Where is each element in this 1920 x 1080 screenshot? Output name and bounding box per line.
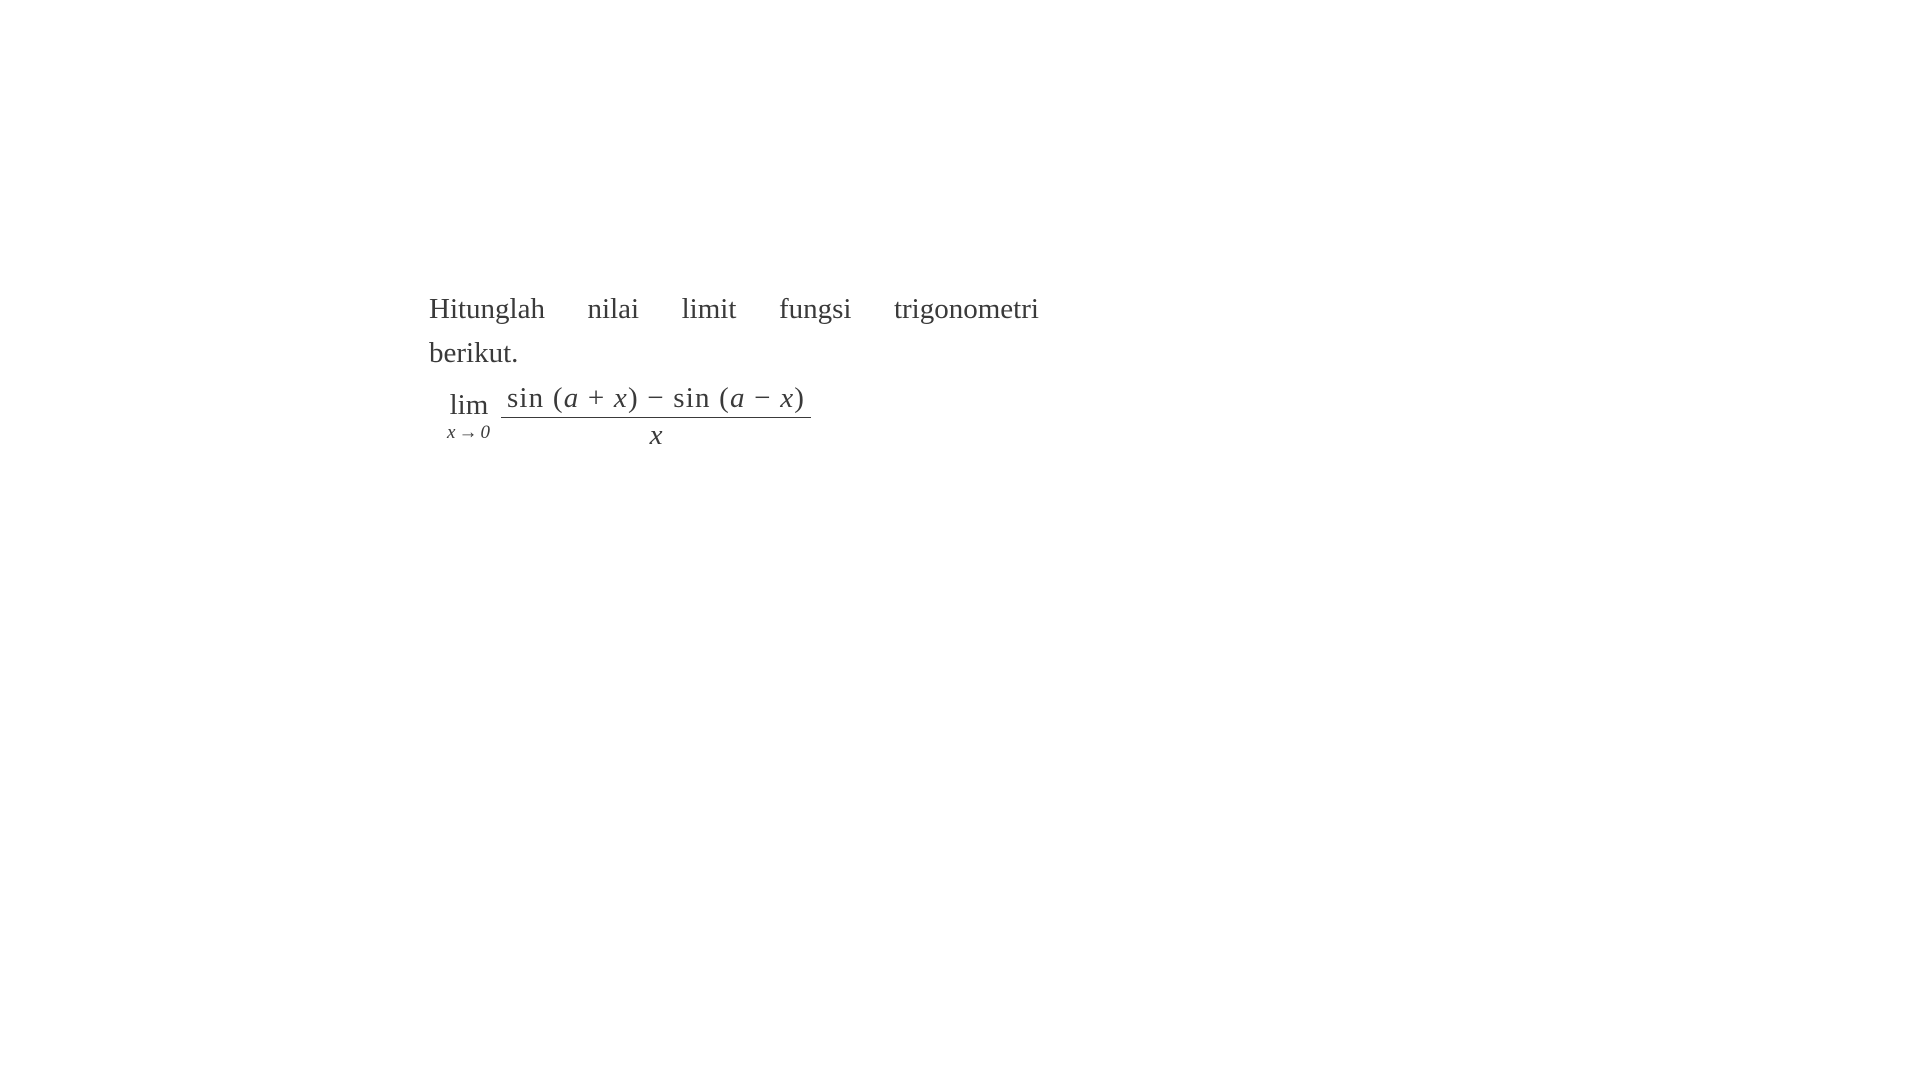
lim-var: x: [447, 422, 456, 443]
num-a2: a: [730, 382, 746, 414]
num-plus: +: [579, 382, 613, 414]
fraction: sin (a + x) − sin (a − x) x: [501, 382, 811, 452]
math-problem-content: Hitunglah nilai limit fungsi trigonometr…: [429, 288, 1039, 452]
limit-formula: lim x→0 sin (a + x) − sin (a − x) x: [447, 382, 1039, 452]
num-minus2: −: [746, 382, 780, 414]
limit-operator: lim x→0: [447, 391, 491, 442]
instruction-line-1: Hitunglah nilai limit fungsi trigonometr…: [429, 288, 1039, 330]
numerator: sin (a + x) − sin (a − x): [501, 382, 811, 418]
instruction-word-4: fungsi: [779, 288, 852, 330]
lim-target: 0: [480, 422, 491, 443]
num-sin1: sin (: [507, 382, 564, 414]
instruction-word-2: nilai: [588, 288, 640, 330]
instruction-text: Hitunglah nilai limit fungsi trigonometr…: [429, 288, 1039, 374]
instruction-word-3: limit: [682, 288, 737, 330]
lim-label: lim: [450, 391, 489, 420]
num-close2: ): [794, 382, 805, 414]
num-x2: x: [780, 382, 794, 414]
num-close1: ): [628, 382, 639, 414]
lim-subscript: x→0: [447, 423, 491, 442]
num-x1: x: [614, 382, 628, 414]
instruction-word-5: trigonometri: [894, 288, 1039, 330]
num-a1: a: [564, 382, 580, 414]
lim-arrow: →: [458, 422, 478, 443]
num-minus: −: [639, 382, 673, 414]
denominator: x: [650, 418, 663, 452]
num-sin2: sin (: [673, 382, 730, 414]
instruction-word-1: Hitunglah: [429, 288, 545, 330]
instruction-line-2: berikut.: [429, 332, 1039, 374]
